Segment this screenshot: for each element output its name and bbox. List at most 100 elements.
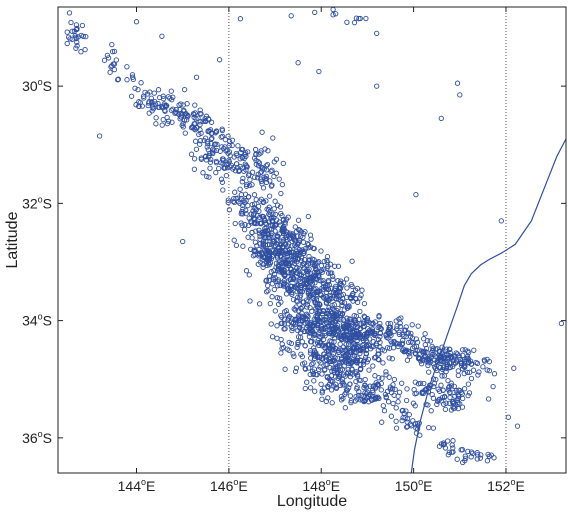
scatter-point (347, 294, 353, 300)
scatter-point (430, 425, 437, 431)
scatter-point (266, 193, 273, 199)
scatter-point (461, 370, 467, 377)
scatter-point (298, 258, 305, 264)
scatter-point (200, 170, 206, 176)
scatter-point (364, 317, 370, 324)
scatter-point (153, 121, 159, 127)
scatter-point (279, 234, 285, 241)
scatter-point (113, 57, 119, 63)
scatter-point (297, 334, 304, 340)
scatter-point (242, 222, 248, 228)
scatter-point (435, 397, 442, 403)
scatter-point (329, 339, 335, 345)
scatter-point (271, 206, 277, 212)
scatter-point (329, 305, 336, 311)
scatter-point (426, 369, 432, 375)
scatter-point (306, 258, 312, 264)
scatter-point (302, 320, 308, 326)
scatter-point (404, 419, 410, 425)
scatter-point (229, 137, 236, 143)
scatter-point (64, 40, 70, 47)
y-tick-label: 34oS (22, 312, 52, 329)
scatter-point (268, 269, 274, 275)
scatter-point (308, 355, 314, 361)
scatter-point (310, 360, 316, 366)
scatter-point (184, 101, 190, 107)
y-tick-label: 32oS (22, 194, 52, 211)
scatter-point (214, 141, 220, 148)
scatter-point (329, 302, 335, 309)
scatter-point (316, 301, 322, 307)
scatter-point (333, 313, 339, 320)
scatter-point (390, 400, 396, 407)
scatter-point (396, 316, 402, 322)
scatter-point (316, 366, 322, 373)
scatter-point (333, 384, 339, 391)
coastline-line (410, 138, 567, 474)
scatter-point (66, 10, 73, 16)
scatter-point (305, 245, 311, 251)
scatter-point (364, 331, 371, 337)
scatter-point (311, 298, 317, 304)
scatter-point (347, 357, 354, 364)
scatter-point (193, 146, 200, 152)
scatter-point (233, 242, 240, 249)
scatter-point (272, 198, 278, 204)
scatter-point (332, 355, 338, 361)
scatter-point (273, 278, 279, 285)
scatter-point (427, 338, 433, 344)
scatter-point (124, 64, 130, 70)
scatter-point (259, 229, 265, 236)
scatter-point (337, 341, 343, 347)
scatter-point (252, 206, 258, 212)
scatter-point (203, 154, 209, 160)
scatter-point (397, 323, 403, 330)
scatter-point (207, 159, 214, 165)
scatter-point (436, 352, 442, 359)
scatter-point (442, 445, 449, 451)
scatter-point (239, 202, 246, 208)
scatter-point (253, 152, 259, 158)
scatter-point (225, 133, 231, 139)
scatter-point (363, 351, 370, 357)
scatter-point (297, 227, 303, 233)
scatter-point (490, 383, 496, 390)
scatter-point (317, 333, 323, 340)
scatter-point (254, 175, 261, 181)
scatter-point (204, 144, 210, 150)
scatter-point (208, 119, 215, 125)
scatter-point (340, 291, 346, 298)
scatter-point (278, 190, 284, 197)
scatter-point (248, 220, 254, 226)
scatter-point (376, 314, 382, 320)
scatter-point (462, 347, 468, 353)
scatter-point (477, 455, 484, 461)
scatter-point (359, 287, 365, 293)
scatter-point (239, 154, 246, 161)
scatter-point (403, 397, 410, 404)
scatter-point (239, 179, 245, 185)
scatter-point (447, 364, 454, 371)
scatter-point (173, 106, 179, 113)
scatter-point (373, 332, 379, 339)
scatter-point (327, 294, 334, 300)
scatter-point (468, 375, 475, 382)
scatter-point (104, 52, 111, 59)
scatter-point (422, 342, 428, 348)
scatter-point (229, 142, 235, 149)
scatter-point (412, 379, 418, 385)
scatter-point (270, 135, 276, 141)
scatter-point (200, 118, 206, 124)
scatter-point (267, 212, 273, 218)
scatter-point (292, 224, 298, 230)
scatter-point (279, 226, 286, 232)
scatter-point (278, 299, 284, 305)
scatter-point (424, 337, 431, 344)
x-tick-label: 144oE (118, 477, 156, 494)
scatter-point (128, 93, 135, 99)
scatter-point (306, 292, 312, 298)
scatter-point (430, 395, 437, 401)
scatter-point (324, 259, 330, 265)
scatter-point (256, 301, 263, 307)
scatter-point (412, 391, 418, 397)
